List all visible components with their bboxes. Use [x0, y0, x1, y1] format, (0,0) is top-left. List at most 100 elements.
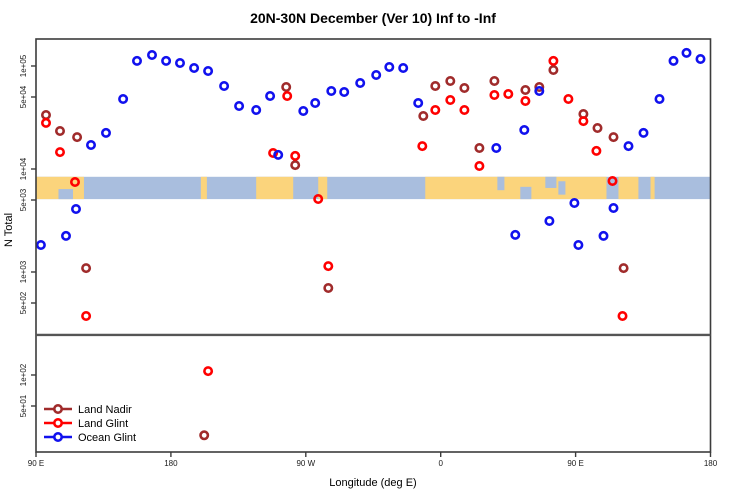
data-point-land-glint: [54, 147, 65, 158]
data-point-land-glint: [268, 148, 279, 159]
y-tick-label: 1e+03: [19, 260, 28, 283]
data-point-land-nadir: [72, 132, 83, 143]
data-point-ocean-glint: [326, 86, 337, 97]
data-point-land-nadir: [548, 65, 559, 76]
land-mass: [618, 176, 639, 200]
legend-circle-swatch: [52, 431, 63, 442]
data-point-ocean-glint: [147, 49, 158, 60]
data-point-ocean-glint: [310, 98, 321, 109]
data-point-ocean-glint: [118, 94, 129, 105]
data-point-ocean-glint: [384, 61, 395, 72]
data-point-land-nadir: [459, 83, 470, 94]
data-point-ocean-glint: [534, 86, 545, 97]
data-point-land-nadir: [323, 282, 334, 293]
data-point-land-glint: [323, 261, 334, 272]
data-point-ocean-glint: [175, 57, 186, 68]
x-tick-label: 90 W: [296, 459, 315, 468]
x-tick-label: 90 E: [28, 459, 44, 468]
data-point-land-nadir: [281, 82, 292, 93]
land-mass: [318, 176, 328, 200]
data-point-land-glint: [290, 150, 301, 161]
data-point-ocean-glint: [161, 55, 172, 66]
data-point-land-glint: [445, 95, 456, 106]
data-point-land-glint: [40, 117, 51, 128]
data-point-land-glint: [459, 105, 470, 116]
data-point-ocean-glint: [189, 63, 200, 74]
data-point-land-glint: [430, 105, 441, 116]
y-tick-label: 5e+04: [19, 85, 28, 108]
data-point-ocean-glint: [101, 127, 112, 138]
data-point-land-nadir: [430, 81, 441, 92]
data-point-land-nadir: [81, 263, 92, 274]
data-point-ocean-glint: [265, 91, 276, 102]
data-point-land-glint: [520, 96, 531, 107]
world-map-band: [36, 176, 711, 200]
y-tick-label: 1e+02: [19, 363, 28, 386]
chart-title: 20N-30N December (Ver 10) Inf to -Inf: [250, 10, 496, 26]
data-point-land-glint: [563, 94, 574, 105]
x-tick-label: 90 E: [567, 459, 583, 468]
data-point-land-glint: [548, 55, 559, 66]
data-point-land-nadir: [40, 110, 51, 121]
data-point-ocean-glint: [71, 204, 82, 215]
land-mass: [256, 176, 294, 200]
data-point-ocean-glint: [573, 240, 584, 251]
data-point-land-nadir: [520, 85, 531, 96]
land-mass: [425, 176, 607, 200]
data-point-land-nadir: [445, 76, 456, 87]
data-point-ocean-glint: [510, 229, 521, 240]
x-tick-label: 180: [704, 459, 718, 468]
land-mass: [650, 176, 655, 200]
data-point-land-nadir: [54, 126, 65, 137]
data-point-land-glint: [203, 366, 214, 377]
data-point-ocean-glint: [668, 55, 679, 66]
data-point-land-nadir: [592, 123, 603, 134]
y-tick-label: 1e+04: [19, 157, 28, 180]
data-point-ocean-glint: [519, 125, 530, 136]
data-point-land-nadir: [618, 263, 629, 274]
data-point-ocean-glint: [203, 66, 214, 77]
ocean-notch: [58, 189, 74, 200]
data-point-ocean-glint: [132, 55, 143, 66]
data-point-land-glint: [81, 310, 92, 321]
data-point-ocean-glint: [60, 230, 71, 241]
data-point-land-glint: [607, 176, 618, 187]
data-point-ocean-glint: [234, 101, 245, 112]
y-tick-label: 5e+03: [19, 188, 28, 211]
data-point-land-glint: [417, 141, 428, 152]
legend: Land Nadir Land Glint Ocean Glint: [44, 403, 136, 444]
legend-item-label: Land Nadir: [78, 404, 132, 416]
data-point-land-glint: [503, 89, 514, 100]
y-axis-ticks: 1e+05 5e+04 1e+04 5e+03 1e+03 5e+02 1e+02 5e+01: [19, 54, 36, 417]
data-point-ocean-glint: [681, 47, 692, 58]
data-point-land-glint: [591, 145, 602, 156]
ocean-notch: [520, 186, 532, 200]
legend-circle-swatch: [52, 417, 63, 428]
ocean-notch: [545, 176, 557, 188]
x-tick-label: 180: [164, 459, 178, 468]
data-point-ocean-glint: [86, 140, 97, 151]
data-point-ocean-glint: [371, 70, 382, 81]
x-axis-ticks: 90 E 180 90 W 0 90 E 180: [28, 452, 718, 468]
legend-item-label: Land Glint: [78, 418, 128, 430]
x-tick-label: 0: [438, 459, 443, 468]
ocean-notch: [558, 181, 566, 195]
legend-item-label: Ocean Glint: [78, 432, 136, 444]
scatter-points-layer: [35, 47, 706, 441]
data-point-ocean-glint: [219, 81, 230, 92]
data-point-land-glint: [313, 194, 324, 205]
data-point-land-glint: [489, 90, 500, 101]
data-point-ocean-glint: [569, 198, 580, 209]
y-tick-label: 1e+05: [19, 54, 28, 77]
data-point-land-nadir: [534, 82, 545, 93]
x-axis-label: Longitude (deg E): [329, 477, 416, 489]
data-point-land-nadir: [199, 430, 210, 441]
data-point-ocean-glint: [35, 240, 46, 251]
y-axis-label: N Total: [3, 213, 15, 247]
data-point-ocean-glint: [544, 216, 555, 227]
data-point-ocean-glint: [398, 63, 409, 74]
y-tick-label: 5e+02: [19, 291, 28, 314]
data-point-land-nadir: [418, 111, 429, 122]
legend-circle-swatch: [52, 403, 63, 414]
